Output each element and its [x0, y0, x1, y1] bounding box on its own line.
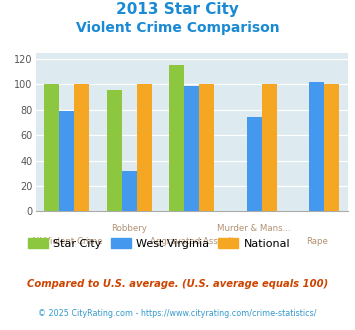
Bar [169, 65, 184, 211]
Bar [107, 89, 122, 211]
Text: 2013 Star City: 2013 Star City [116, 2, 239, 16]
Bar [199, 84, 214, 211]
Legend: Star City, West Virginia, National: Star City, West Virginia, National [23, 233, 295, 253]
Text: Robbery: Robbery [111, 224, 147, 233]
Text: © 2025 CityRating.com - https://www.cityrating.com/crime-statistics/: © 2025 CityRating.com - https://www.city… [38, 309, 317, 317]
Text: Compared to U.S. average. (U.S. average equals 100): Compared to U.S. average. (U.S. average … [27, 279, 328, 289]
Text: Murder & Mans...: Murder & Mans... [217, 224, 291, 233]
Bar [44, 84, 59, 211]
Bar [309, 82, 324, 211]
Bar [247, 117, 262, 211]
Bar [324, 84, 339, 211]
Bar [184, 86, 199, 211]
Text: Aggravated Assault: Aggravated Assault [149, 237, 234, 246]
Text: All Violent Crime: All Violent Crime [31, 237, 103, 246]
Bar [137, 84, 152, 211]
Text: Violent Crime Comparison: Violent Crime Comparison [76, 21, 279, 35]
Text: Rape: Rape [306, 237, 328, 246]
Bar [122, 171, 137, 211]
Bar [74, 84, 89, 211]
Bar [59, 111, 74, 211]
Bar [262, 84, 277, 211]
